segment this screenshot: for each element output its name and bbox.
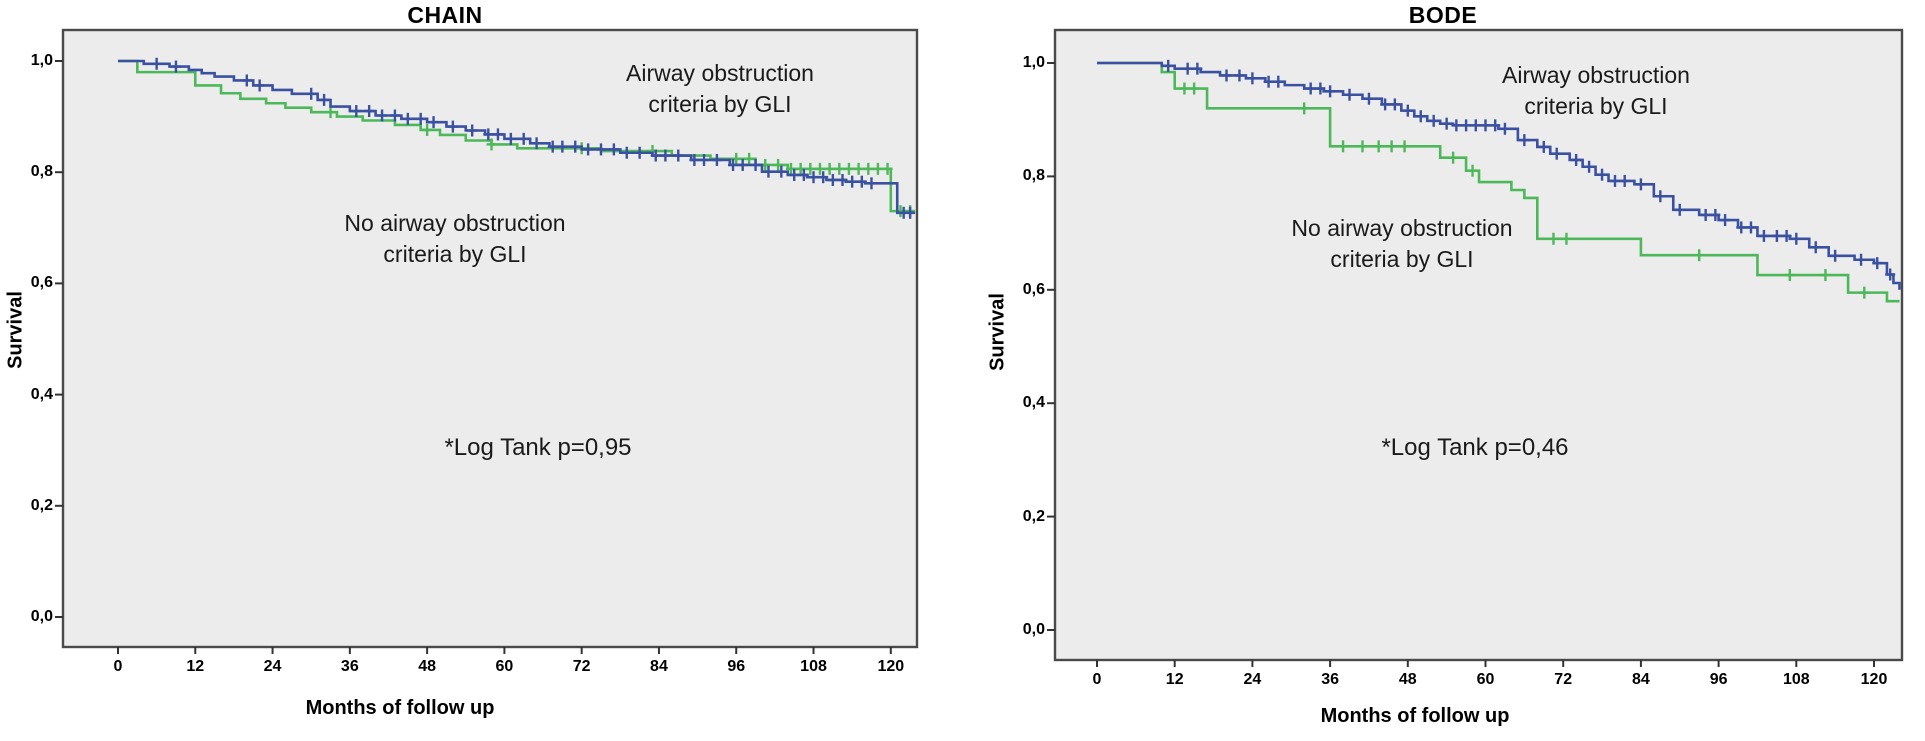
chart-title-chain: CHAIN — [407, 2, 483, 28]
x-tick-label: 108 — [1782, 671, 1810, 688]
y-axis-title-chain: Survival — [4, 291, 27, 369]
x-tick-label: 24 — [1243, 671, 1262, 688]
survival-curve-no-obstruction — [118, 59, 915, 213]
x-tick-label: 0 — [1092, 671, 1102, 688]
plot-area — [61, 28, 919, 649]
y-tick-label: 0,6 — [1022, 280, 1045, 298]
x-tick-label: 72 — [572, 658, 591, 675]
x-tick-label: 60 — [495, 658, 514, 675]
x-tick-label: 0 — [113, 658, 123, 675]
y-tick-label: 1,0 — [1022, 54, 1045, 71]
censor-marks-obstruction — [1163, 59, 1896, 281]
y-tick-label: 0,8 — [1022, 167, 1045, 185]
series-label-obstruction-bode: Airway obstruction criteria by GLI — [1502, 62, 1690, 119]
x-axis-title-bode: Months of follow up — [1320, 705, 1510, 727]
series-label-obstruction-chain: Airway obstruction criteria by GLI — [626, 60, 814, 117]
y-tick-label: 0,8 — [30, 163, 53, 181]
x-tick-label: 120 — [1860, 671, 1888, 688]
censor-marks-no-obstruction — [1179, 82, 1870, 299]
y-tick-label: 0,2 — [1022, 507, 1045, 525]
x-tick-label: 12 — [1165, 671, 1184, 688]
x-tick-label: 84 — [1631, 671, 1650, 688]
x-tick-label: 108 — [800, 658, 827, 675]
survival-curve-obstruction — [118, 59, 915, 215]
x-tick-label: 48 — [418, 658, 437, 675]
series-label-no-obstruction-chain: No airway obstruction criteria by GLI — [344, 210, 566, 267]
survival-curve-obstruction — [1097, 61, 1901, 290]
y-tick-label: 0,0 — [1022, 621, 1045, 638]
x-tick-label: 36 — [340, 658, 359, 675]
x-tick-label: 120 — [877, 658, 905, 675]
x-tick-label: 60 — [1476, 671, 1495, 688]
x-tick-label: 84 — [650, 658, 668, 675]
y-tick-label: 0,2 — [30, 496, 53, 514]
chart-title-bode: BODE — [1408, 2, 1478, 28]
log-rank-pvalue-bode: *Log Tank p=0,46 — [1381, 434, 1569, 461]
y-axis-title-bode: Survival — [986, 293, 1009, 371]
log-rank-pvalue-chain: *Log Tank p=0,95 — [444, 434, 632, 461]
x-tick-label: 24 — [263, 658, 282, 675]
plot-area — [1053, 28, 1904, 662]
x-tick-label: 96 — [1709, 671, 1728, 688]
x-tick-label: 48 — [1398, 671, 1417, 688]
y-tick-label: 0,4 — [1022, 394, 1045, 412]
x-tick-label: 12 — [186, 658, 205, 675]
x-tick-label: 96 — [727, 658, 746, 675]
y-tick-label: 1,0 — [30, 52, 53, 69]
x-tick-label: 72 — [1554, 671, 1573, 688]
x-axis-title-chain: Months of follow up — [305, 697, 495, 719]
survival-curve-no-obstruction — [1097, 61, 1900, 303]
series-label-no-obstruction-bode: No airway obstruction criteria by GLI — [1291, 215, 1513, 272]
x-tick-label: 36 — [1321, 671, 1339, 688]
y-tick-label: 0,4 — [30, 385, 53, 403]
y-tick-label: 0,6 — [30, 274, 53, 292]
y-tick-label: 0,0 — [30, 608, 53, 625]
censor-marks-obstruction — [151, 57, 916, 219]
